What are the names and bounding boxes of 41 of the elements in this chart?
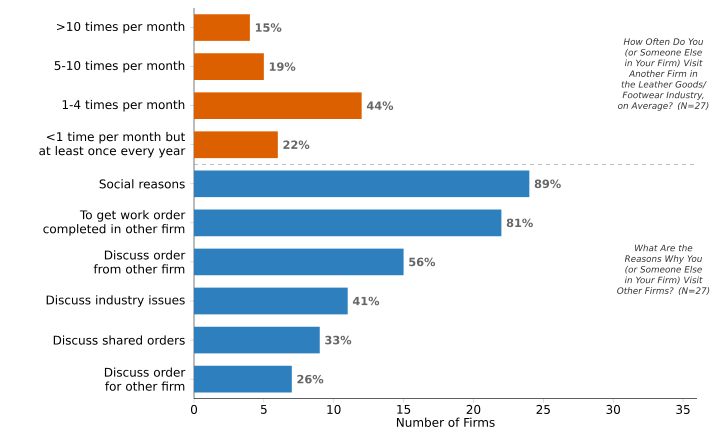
annotation: 33%: [325, 336, 352, 344]
y-tick-label: Discuss order from other firm: [94, 250, 186, 274]
y-tick-label: Discuss order for other firm: [104, 367, 186, 391]
annotation: 81%: [506, 218, 533, 228]
y-tick-label: Discuss shared orders: [54, 335, 185, 345]
annotation: 44%: [366, 101, 394, 110]
y-tick-label: 5-10 times per month: [54, 60, 184, 72]
annotation: 19%: [270, 62, 296, 71]
y-tick-label: 1-4 times per month: [62, 100, 184, 112]
x-tick-label: 25: [536, 404, 550, 414]
bar: [194, 92, 362, 120]
x-tick-label: 5: [260, 404, 267, 414]
x-tick-label: 15: [397, 404, 410, 414]
y-tick-label: Discuss industry issues: [46, 295, 185, 307]
x-tick-label: 35: [676, 404, 690, 414]
annotation: 15%: [256, 23, 282, 32]
x-axis-title: Number of Firms: [396, 418, 495, 427]
y-tick-label: Social reasons: [100, 179, 185, 188]
bar: [194, 53, 264, 80]
bar: [194, 326, 320, 354]
annotation: What Are the Reasons Why You (or Someone Else in Your Firm) Visit Other Firms? (N=27): [617, 244, 710, 296]
bar: [194, 366, 292, 392]
annotation: 22%: [283, 140, 310, 150]
annotation: How Often Do You (or Someone Else in Your Firm) Visit Another Firm in the Leather Goods/ Footwear Industry, on Average? (N=27): [618, 38, 708, 111]
bar: [194, 170, 530, 198]
bar: [194, 210, 502, 236]
annotation: 26%: [297, 374, 324, 384]
y-tick-label: To get work order completed in other firm: [43, 210, 186, 236]
x-tick-label: 0: [190, 404, 198, 414]
annotation: 56%: [409, 258, 436, 266]
bar: [194, 131, 278, 158]
bar: [194, 14, 250, 41]
y-tick-label: >10 times per month: [57, 22, 184, 34]
annotation: 41%: [352, 296, 380, 306]
x-tick-label: 30: [606, 404, 620, 414]
annotation: 89%: [534, 180, 561, 188]
y-tick-label: <1 time per month but at least once every year: [39, 132, 186, 158]
bar: [194, 288, 348, 314]
bar: [194, 248, 404, 276]
x-tick-label: 10: [327, 404, 341, 414]
x-tick-label: 20: [466, 404, 480, 414]
